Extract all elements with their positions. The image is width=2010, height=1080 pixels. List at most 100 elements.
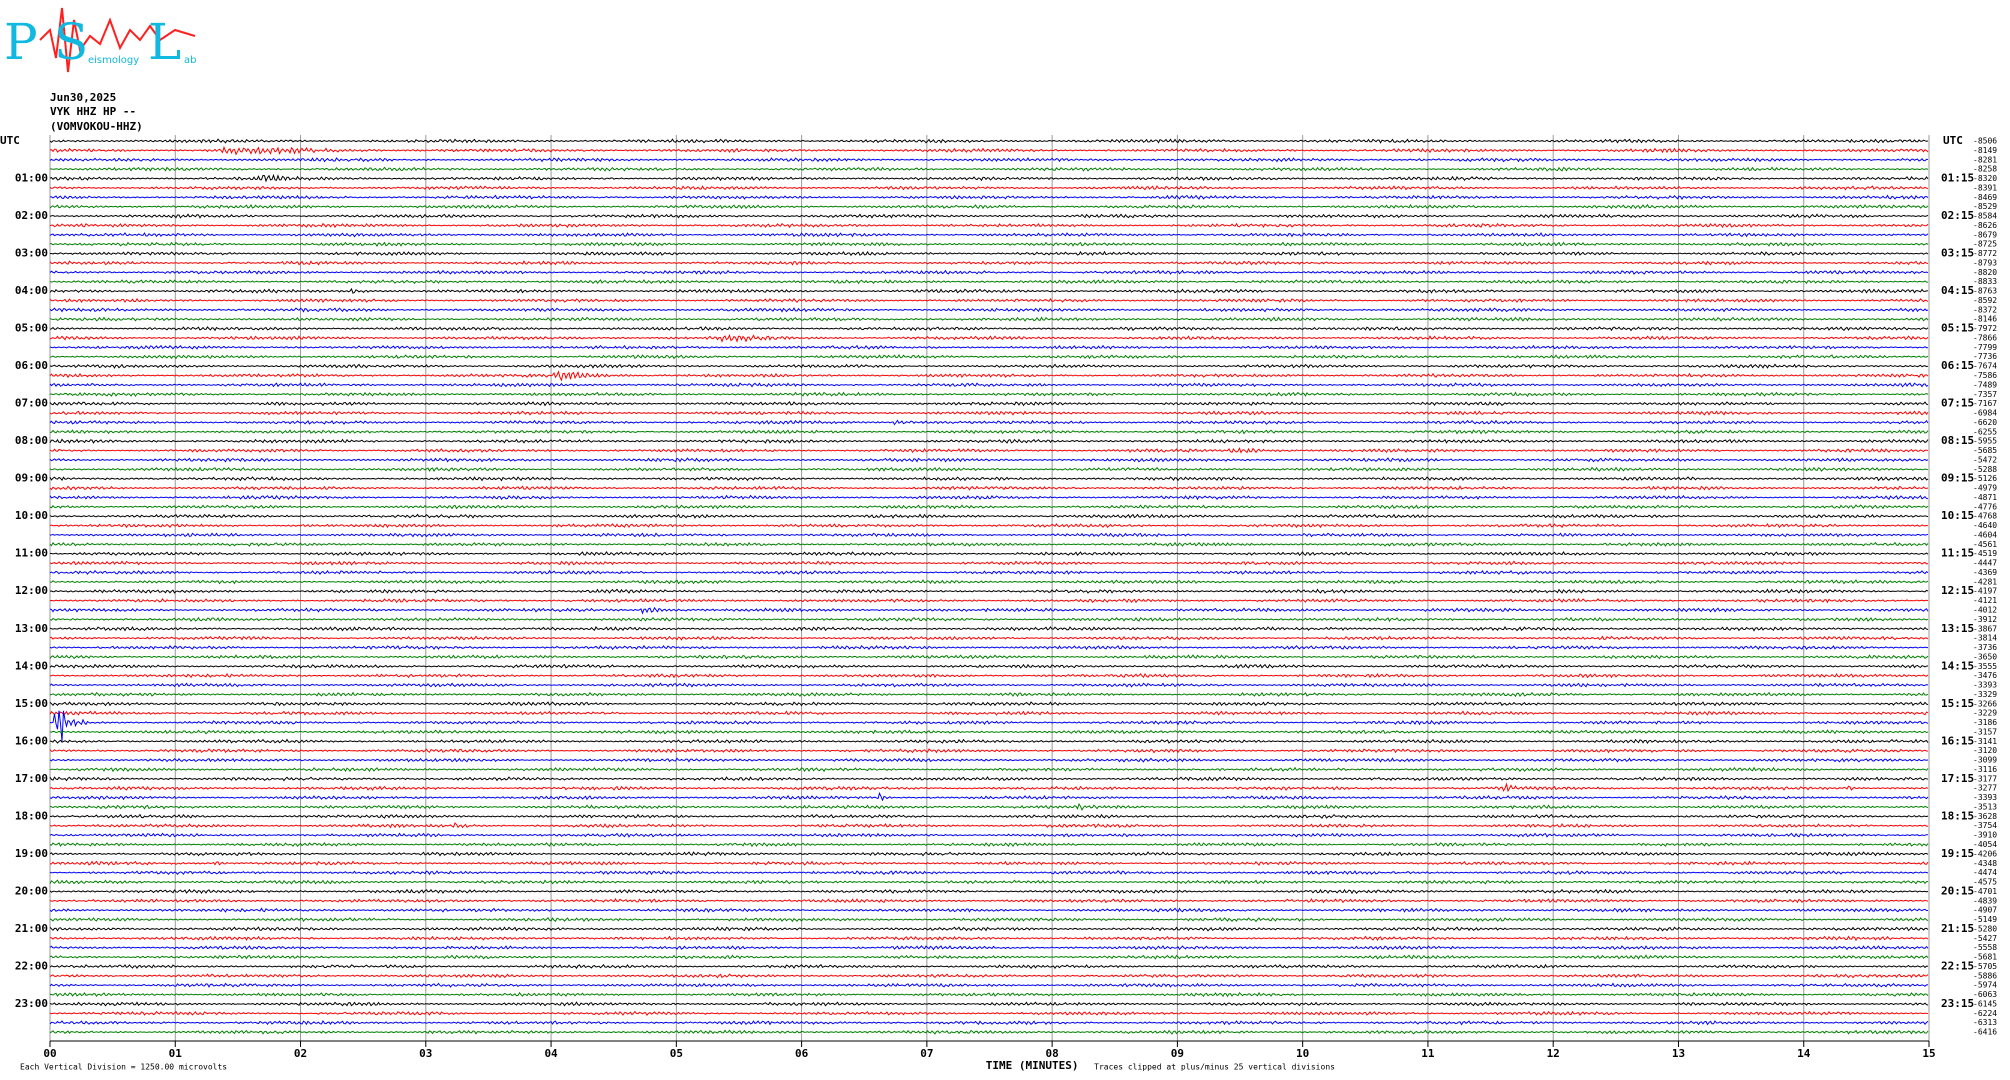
trace-value: -3177 <box>1973 774 1997 783</box>
trace-value: -8506 <box>1973 137 1997 146</box>
trace <box>49 269 1929 275</box>
hour-label: 17:00 <box>15 772 48 785</box>
trace-value: -4575 <box>1973 878 1997 887</box>
trace-value: -4369 <box>1973 568 1997 577</box>
trace-value: -5685 <box>1973 446 1997 455</box>
trace <box>49 213 1929 219</box>
trace-value: -7972 <box>1973 324 1997 333</box>
trace-value: -3229 <box>1973 709 1997 718</box>
trace <box>49 382 1929 388</box>
trace-value: -4348 <box>1973 859 1997 868</box>
trace <box>49 1001 1929 1007</box>
trace-value: -4776 <box>1973 502 1997 511</box>
trace-value: -6063 <box>1973 990 1997 999</box>
trace <box>49 776 1929 782</box>
traces <box>49 138 1929 1035</box>
hour-label: 03:15 <box>1941 247 1974 260</box>
hour-label: 23:15 <box>1941 997 1974 1010</box>
trace <box>49 260 1929 266</box>
trace <box>49 579 1929 585</box>
trace-value: -3476 <box>1973 671 1997 680</box>
hour-label: 05:15 <box>1941 322 1974 335</box>
hour-label: 22:15 <box>1941 959 1974 972</box>
trace-value: -6620 <box>1973 418 1997 427</box>
x-tick-label: 06 <box>795 1047 809 1060</box>
trace <box>49 748 1929 754</box>
trace <box>49 287 1929 294</box>
hour-label: 09:15 <box>1941 472 1974 485</box>
x-tick-label: 03 <box>419 1047 432 1060</box>
trace <box>49 982 1929 988</box>
trace-value: -7866 <box>1973 333 1997 342</box>
trace-value: -6224 <box>1973 1009 1997 1018</box>
trace <box>49 710 1929 716</box>
trace <box>49 138 1929 144</box>
trace <box>49 494 1929 501</box>
trace-value: -7674 <box>1973 362 1997 371</box>
trace-value: -6145 <box>1973 999 1997 1008</box>
trace <box>49 194 1929 200</box>
hour-label: 14:15 <box>1941 659 1974 672</box>
trace-value: -3628 <box>1973 812 1997 821</box>
x-tick-label: 12 <box>1547 1047 1560 1060</box>
trace <box>49 682 1929 688</box>
trace <box>49 485 1929 491</box>
trace <box>49 447 1929 454</box>
trace-value: -3141 <box>1973 737 1997 746</box>
trace <box>49 766 1929 773</box>
trace <box>49 504 1929 510</box>
trace-value: -8584 <box>1973 212 1997 221</box>
logo-small: ab <box>184 55 196 66</box>
trace-value: -4447 <box>1973 559 1997 568</box>
hour-label: 09:00 <box>15 472 48 485</box>
trace <box>49 203 1929 210</box>
trace-value: -7799 <box>1973 343 1997 352</box>
hour-label: 15:15 <box>1941 697 1974 710</box>
trace <box>49 802 1929 812</box>
hour-label: 16:00 <box>15 734 48 747</box>
trace-value: -5149 <box>1973 915 1997 924</box>
trace-value: -8793 <box>1973 258 1997 267</box>
x-tick-label: 02 <box>294 1047 307 1060</box>
trace <box>49 813 1929 819</box>
trace-value: -4474 <box>1973 868 1997 877</box>
hour-label: 15:00 <box>15 697 48 710</box>
trace-value: -4012 <box>1973 606 1997 615</box>
trace-value: -3186 <box>1973 718 1997 727</box>
channel: (VOMVOKOU-HHZ) <box>50 120 143 133</box>
trace-value: -3393 <box>1973 793 1997 802</box>
trace <box>49 334 1929 343</box>
station: VYK HHZ HP -- <box>50 105 136 118</box>
x-tick-label: 14 <box>1797 1047 1811 1060</box>
trace-value: -8529 <box>1973 202 1997 211</box>
trace <box>49 945 1929 951</box>
trace <box>49 654 1929 660</box>
logo-letter: L <box>148 13 181 71</box>
trace-value: -8626 <box>1973 221 1997 230</box>
x-tick-label: 05 <box>670 1047 683 1060</box>
trace <box>49 344 1929 350</box>
trace <box>49 860 1929 866</box>
trace <box>49 419 1929 426</box>
trace-value: -6255 <box>1973 427 1997 436</box>
trace-value: -3099 <box>1973 756 1997 765</box>
hour-label: 17:15 <box>1941 772 1974 785</box>
trace-value: -3912 <box>1973 615 1997 624</box>
hour-label: 21:15 <box>1941 922 1974 935</box>
trace <box>49 701 1929 707</box>
trace-value: -8833 <box>1973 277 1997 286</box>
trace-value: -4561 <box>1973 540 1997 549</box>
hour-label: 16:15 <box>1941 734 1974 747</box>
trace-value: -4519 <box>1973 549 1997 558</box>
hour-label: 18:15 <box>1941 809 1974 822</box>
hour-label: 19:15 <box>1941 847 1974 860</box>
trace-value: -7586 <box>1973 371 1997 380</box>
trace <box>49 550 1929 557</box>
trace-value: -3266 <box>1973 699 1997 708</box>
trace-value: -3910 <box>1973 831 1997 840</box>
trace <box>49 897 1929 904</box>
trace <box>49 354 1929 360</box>
trace <box>49 307 1929 313</box>
trace-value: -3555 <box>1973 662 1997 671</box>
trace <box>49 782 1929 793</box>
